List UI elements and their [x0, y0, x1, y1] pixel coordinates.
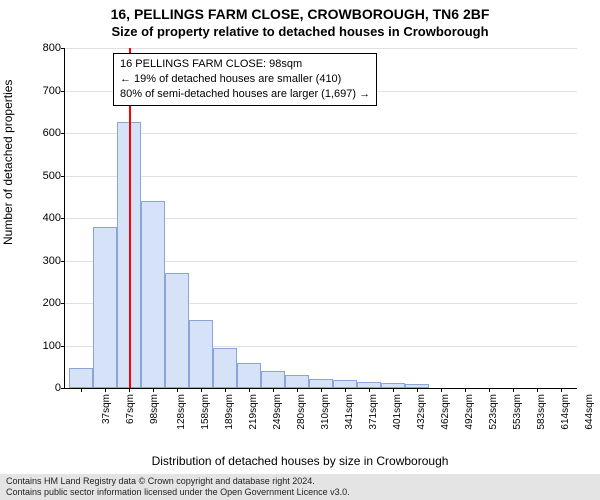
gridline — [65, 133, 577, 134]
x-tick-mark — [393, 388, 394, 392]
x-tick-label: 553sqm — [512, 394, 523, 430]
bar — [165, 273, 189, 388]
footer-line2: Contains public sector information licen… — [6, 487, 600, 498]
y-tick-label: 300 — [27, 255, 61, 267]
x-tick-label: 219sqm — [248, 394, 259, 430]
x-tick-label: 523sqm — [488, 394, 499, 430]
x-tick-label: 128sqm — [176, 394, 187, 430]
x-tick-label: 583sqm — [536, 394, 547, 430]
x-tick-mark — [321, 388, 322, 392]
y-tick-mark — [61, 91, 65, 92]
x-tick-label: 492sqm — [464, 394, 475, 430]
x-axis-label: Distribution of detached houses by size … — [0, 454, 600, 468]
info-box: 16 PELLINGS FARM CLOSE: 98sqm← 19% of de… — [113, 53, 377, 106]
x-tick-label: 432sqm — [416, 394, 427, 430]
footer-line1: Contains HM Land Registry data © Crown c… — [6, 476, 600, 487]
x-tick-label: 614sqm — [560, 394, 571, 430]
x-tick-label: 371sqm — [368, 394, 379, 430]
y-tick-mark — [61, 176, 65, 177]
bar — [189, 320, 213, 388]
x-tick-mark — [297, 388, 298, 392]
gridline — [65, 48, 577, 49]
x-tick-label: 401sqm — [392, 394, 403, 430]
x-tick-mark — [105, 388, 106, 392]
y-tick-label: 700 — [27, 85, 61, 97]
x-tick-mark — [537, 388, 538, 392]
y-tick-mark — [61, 303, 65, 304]
title-line2: Size of property relative to detached ho… — [0, 24, 600, 39]
y-tick-mark — [61, 261, 65, 262]
x-tick-label: 249sqm — [272, 394, 283, 430]
x-tick-mark — [249, 388, 250, 392]
x-tick-mark — [561, 388, 562, 392]
y-tick-label: 200 — [27, 297, 61, 309]
bar — [285, 375, 309, 388]
info-line2: ← 19% of detached houses are smaller (41… — [120, 72, 370, 87]
x-tick-label: 158sqm — [200, 394, 211, 430]
x-tick-mark — [177, 388, 178, 392]
x-tick-label: 37sqm — [101, 394, 112, 424]
bar — [69, 368, 93, 388]
y-tick-mark — [61, 48, 65, 49]
x-tick-mark — [345, 388, 346, 392]
title-line1: 16, PELLINGS FARM CLOSE, CROWBOROUGH, TN… — [0, 6, 600, 22]
x-tick-label: 280sqm — [296, 394, 307, 430]
info-line3: 80% of semi-detached houses are larger (… — [120, 87, 370, 102]
x-tick-mark — [81, 388, 82, 392]
y-tick-mark — [61, 388, 65, 389]
info-line1: 16 PELLINGS FARM CLOSE: 98sqm — [120, 57, 370, 72]
y-tick-mark — [61, 133, 65, 134]
x-tick-mark — [129, 388, 130, 392]
gridline — [65, 176, 577, 177]
x-tick-label: 310sqm — [320, 394, 331, 430]
x-tick-mark — [489, 388, 490, 392]
x-tick-mark — [153, 388, 154, 392]
y-tick-mark — [61, 218, 65, 219]
x-tick-label: 189sqm — [224, 394, 235, 430]
y-tick-label: 400 — [27, 212, 61, 224]
y-tick-label: 800 — [27, 42, 61, 54]
footer: Contains HM Land Registry data © Crown c… — [0, 474, 600, 500]
x-tick-mark — [225, 388, 226, 392]
x-tick-mark — [513, 388, 514, 392]
x-tick-label: 644sqm — [584, 394, 595, 430]
bar — [309, 379, 333, 388]
bar — [141, 201, 165, 388]
x-tick-mark — [465, 388, 466, 392]
x-tick-label: 462sqm — [440, 394, 451, 430]
x-tick-label: 341sqm — [344, 394, 355, 430]
bar — [261, 371, 285, 388]
x-tick-label: 98sqm — [149, 394, 160, 424]
y-tick-label: 600 — [27, 127, 61, 139]
bar — [333, 380, 357, 388]
x-tick-mark — [273, 388, 274, 392]
x-tick-mark — [441, 388, 442, 392]
x-tick-mark — [201, 388, 202, 392]
bar — [213, 348, 237, 388]
x-tick-mark — [369, 388, 370, 392]
x-tick-mark — [417, 388, 418, 392]
bar — [237, 363, 261, 389]
bar — [93, 227, 117, 389]
y-tick-label: 100 — [27, 340, 61, 352]
y-axis-label: Number of detached properties — [1, 80, 15, 245]
y-tick-label: 500 — [27, 170, 61, 182]
y-tick-label: 0 — [27, 382, 61, 394]
histogram-plot: 010020030040050060070080037sqm67sqm98sqm… — [64, 48, 577, 389]
y-tick-mark — [61, 346, 65, 347]
x-tick-label: 67sqm — [125, 394, 136, 424]
